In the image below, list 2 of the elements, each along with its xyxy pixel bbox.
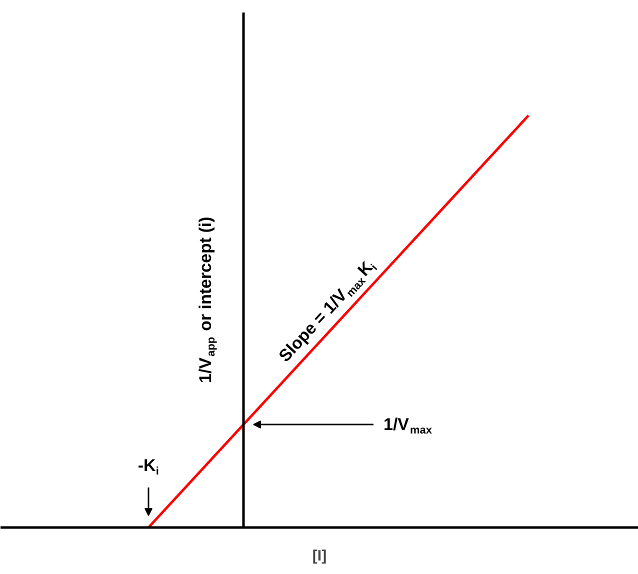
x-axis-title: [I] [312, 548, 327, 564]
y-axis-title: 1/Vapp or intercept (i) [196, 216, 218, 383]
